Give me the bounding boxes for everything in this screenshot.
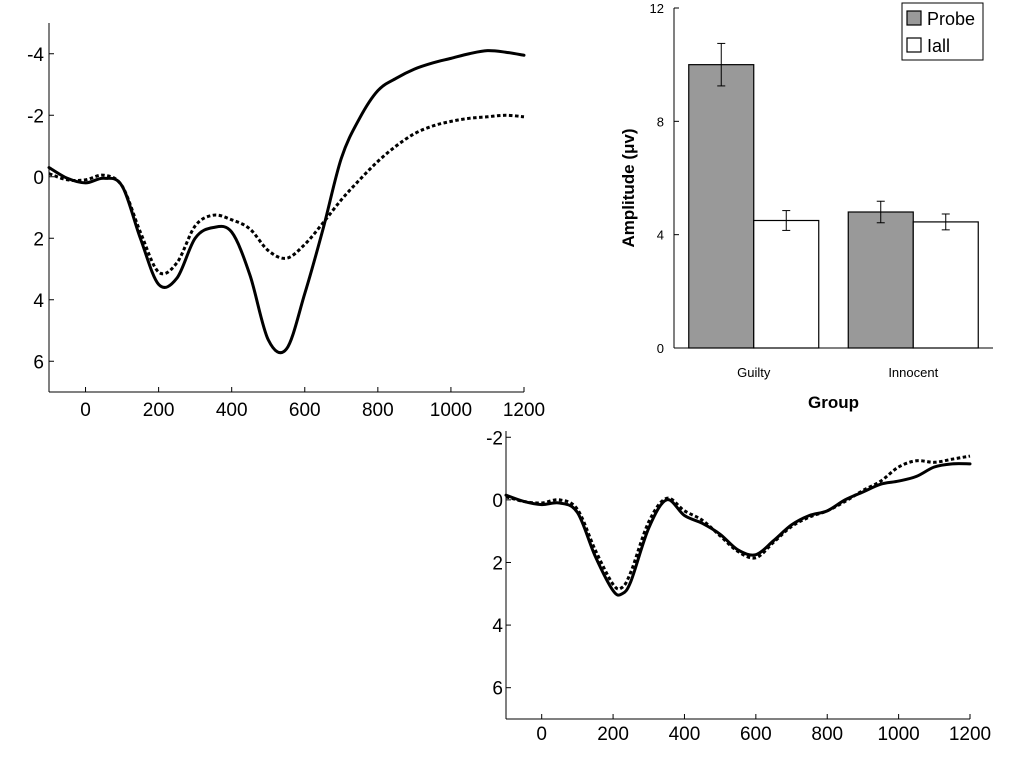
bar-probe (847, 211, 914, 349)
amplitude-bar-chart: 0 4 8 12 Guilty Innocent Group Amplitude (μv) Pr… (619, 1, 993, 412)
x-axis-title: Group (808, 393, 859, 412)
x-tick-label: 800 (362, 400, 394, 421)
x-tick-label: 800 (811, 724, 843, 745)
x-tick-label: 600 (740, 724, 772, 745)
category-label: Innocent (888, 365, 938, 380)
x-tick-label: 0 (80, 400, 91, 421)
y-tick-label: 2 (33, 229, 44, 250)
y-axis-title: Amplitude (μv) (619, 128, 638, 247)
dotted-series-line (48, 113, 525, 276)
dotted-series-line (505, 454, 971, 591)
erp-chart-top-left: 0 200 400 600 800 1000 1200 -4 -2 0 2 4 6 (27, 23, 545, 421)
y-tick-label: 4 (492, 616, 503, 637)
y-tick-label: -4 (27, 45, 44, 66)
x-tick-label: 0 (536, 724, 547, 745)
category-label: Guilty (737, 365, 771, 380)
x-tick-label: 1200 (503, 400, 545, 421)
y-tick-label: 6 (33, 352, 44, 373)
x-tick-label: 600 (289, 400, 321, 421)
x-tick-label: 1000 (877, 724, 919, 745)
x-tick-label: 1200 (949, 724, 991, 745)
legend-label: Probe (927, 9, 975, 29)
y-tick-label: 6 (492, 679, 503, 700)
bar-iall (753, 219, 820, 349)
y-tick-label: 2 (492, 553, 503, 574)
legend-label: Iall (927, 36, 950, 56)
x-tick-label: 400 (216, 400, 248, 421)
x-tick-label: 400 (669, 724, 701, 745)
y-tick-label: 8 (657, 114, 664, 129)
solid-series-line (504, 462, 972, 597)
x-tick-label: 1000 (430, 400, 472, 421)
legend: Probe Iall (901, 2, 984, 61)
y-tick-label: 12 (650, 1, 664, 16)
erp-chart-bottom-right: 0 200 400 600 800 1000 1200 -2 0 2 4 6 (486, 428, 991, 745)
legend-swatch-probe (906, 10, 922, 26)
x-tick-label: 200 (597, 724, 629, 745)
bar-probe (688, 64, 755, 349)
y-tick-label: -2 (486, 428, 503, 449)
bar-iall (912, 221, 979, 349)
y-tick-label: -2 (27, 106, 44, 127)
x-tick-label: 200 (143, 400, 175, 421)
y-tick-label: 0 (33, 168, 44, 189)
y-tick-label: 0 (492, 491, 503, 512)
y-tick-label: 4 (657, 228, 664, 243)
y-tick-label: 0 (657, 341, 664, 356)
solid-series-line (47, 49, 526, 355)
y-tick-label: 4 (33, 291, 44, 312)
legend-swatch-iall (906, 37, 922, 53)
